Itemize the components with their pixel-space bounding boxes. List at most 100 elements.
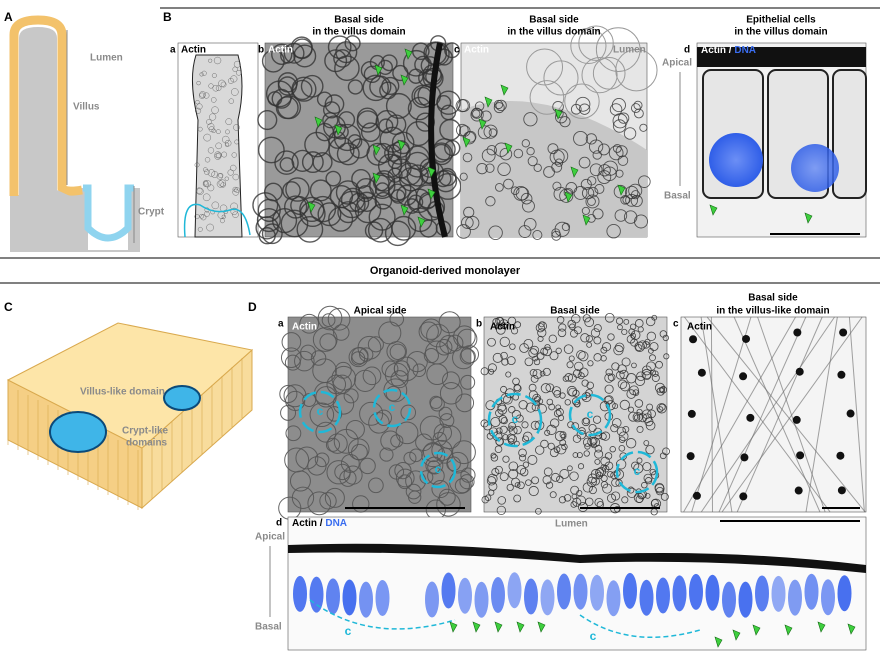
cell-outline: [634, 108, 644, 119]
cell-outline: [368, 203, 396, 231]
cell-outline: [582, 417, 590, 425]
arrowhead: [617, 184, 626, 196]
cell-outline: [569, 323, 576, 331]
cell-outline: [497, 402, 507, 412]
cell-outline: [617, 155, 629, 166]
cell-outline: [439, 118, 462, 141]
arrowhead: [449, 621, 458, 633]
cell-outline: [643, 440, 650, 446]
cell-outline: [600, 346, 608, 354]
cell-outline: [527, 156, 538, 167]
cell-outline: [209, 113, 217, 121]
cell-outline: [585, 389, 593, 397]
cell-outline: [577, 372, 585, 380]
axis-label: Apical: [662, 58, 692, 69]
nucleus: [590, 574, 604, 611]
cell-outline: [285, 425, 302, 442]
cell-outline: [211, 128, 216, 133]
cell-outline: [613, 469, 625, 480]
subtitle: in the villus-like domain: [716, 306, 829, 317]
cell-outline: [257, 109, 278, 131]
cell-outline: [544, 344, 551, 351]
arrowhead: [500, 84, 509, 96]
cell-outline: [385, 92, 412, 119]
cell-outline: [585, 194, 600, 209]
cell-outline: [540, 383, 551, 394]
crypt-outline: [419, 451, 457, 489]
cell-outline: [485, 163, 495, 173]
villus-core: [19, 27, 70, 196]
cell-outline: [548, 334, 557, 343]
fiber: [757, 316, 826, 513]
cell-outline: [590, 442, 597, 449]
cell-outline: [301, 151, 324, 174]
cell-outline: [563, 344, 574, 354]
cell-outline: [537, 335, 544, 342]
cell-outline: [483, 421, 493, 431]
fiber: [683, 316, 797, 513]
cell-outline: [544, 429, 551, 436]
cell-outline: [626, 389, 636, 399]
cell-outline: [553, 148, 569, 164]
cell-outline: [637, 326, 644, 333]
separator: /: [729, 45, 732, 56]
nucleus: [804, 573, 819, 610]
cell-outline: [536, 352, 545, 360]
cell-outline: [559, 469, 570, 479]
cell-outline: [529, 80, 565, 115]
cell-outline: [599, 401, 611, 412]
cell-outline: [588, 486, 597, 495]
cell-outline: [374, 191, 393, 210]
cell-outline: [403, 198, 420, 214]
cell-outline: [611, 491, 621, 501]
focal-point: [739, 372, 748, 381]
cell-outline: [228, 98, 235, 104]
cell-outline: [419, 415, 445, 441]
cell-outline: [455, 393, 475, 413]
fiber: [700, 316, 835, 513]
cell-outline: [359, 347, 374, 362]
cell-outline: [427, 467, 445, 485]
nucleus: [507, 572, 522, 609]
cell-outline: [533, 358, 541, 366]
apical-band: [697, 47, 866, 67]
cell-outline: [604, 395, 614, 405]
cell-outline: [554, 158, 564, 167]
cell-outline: [658, 386, 665, 393]
cell-outline: [513, 383, 521, 392]
cell-outline: [495, 437, 504, 446]
cell-outline: [293, 44, 317, 68]
crypt-label: c: [435, 462, 442, 476]
cell-outline: [210, 97, 217, 103]
cell-outline: [637, 175, 651, 188]
cell-outline: [319, 492, 337, 510]
cell-outline: [625, 438, 637, 449]
cell-outline: [500, 385, 508, 393]
cell-outline: [347, 134, 363, 149]
cell-outline: [519, 454, 527, 462]
cell-outline: [282, 181, 301, 200]
sub-letter: d: [276, 518, 282, 529]
cell-outline: [211, 201, 220, 210]
cell-outline: [494, 445, 503, 454]
nucleus: [491, 576, 505, 613]
cell-outline: [394, 461, 412, 480]
cell-outline: [194, 213, 200, 220]
label: Crypt: [138, 207, 165, 218]
focal-point: [692, 491, 701, 500]
cell-outline: [576, 452, 583, 459]
cell-outline: [559, 116, 571, 128]
cell-outline: [300, 74, 324, 98]
cell-outline: [580, 333, 590, 343]
sub-letter: d: [684, 45, 690, 56]
cell-outline: [589, 163, 603, 177]
fiber: [848, 316, 865, 513]
focal-point: [689, 335, 698, 344]
arrowhead: [484, 96, 493, 108]
nucleus: [709, 133, 763, 187]
cell-outline: [291, 79, 313, 101]
cell-outline: [632, 389, 640, 396]
cell-outline: [211, 171, 219, 178]
crypt-outline: [183, 203, 251, 238]
cell-outline: [607, 333, 615, 341]
